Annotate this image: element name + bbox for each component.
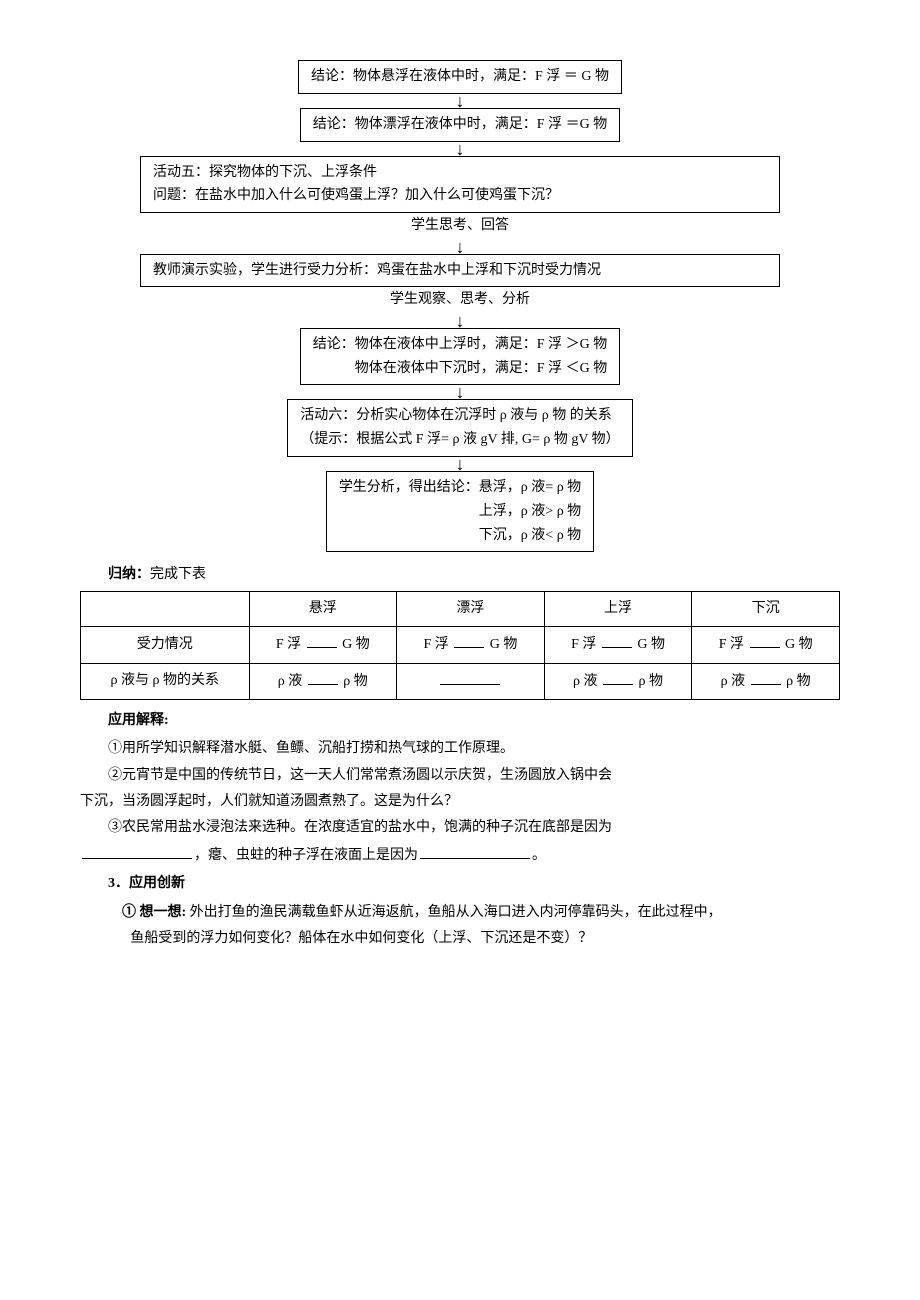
summary-text: 完成下表 <box>150 567 206 582</box>
flow-box-7: 学生分析，得出结论：悬浮，ρ 液= ρ 物 上浮，ρ 液> ρ 物 下沉，ρ 液… <box>326 471 594 552</box>
flow-box-7-line1: 学生分析，得出结论：悬浮，ρ 液= ρ 物 <box>339 476 581 500</box>
table-cell: ρ 液 ρ 物 <box>692 663 840 699</box>
table-cell: 受力情况 <box>81 627 250 663</box>
blank-field[interactable] <box>603 670 633 685</box>
flow-box-4: 教师演示实验，学生进行受力分析：鸡蛋在盐水中上浮和下沉时受力情况 <box>140 254 780 288</box>
table-header: 悬浮 <box>249 591 397 626</box>
table-row: 受力情况 F 浮 G 物 F 浮 G 物 F 浮 G 物 F 浮 G 物 <box>81 627 840 663</box>
apply-item-2a: ②元宵节是中国的传统节日，这一天人们常常煮汤圆以示庆贺，生汤圆放入锅中会 <box>80 765 840 787</box>
flow-note-1: 学生思考、回答 <box>399 213 521 239</box>
flow-box-7-line2: 上浮，ρ 液> ρ 物 <box>339 500 581 524</box>
apply-item-1: ①用所学知识解释潜水艇、鱼鳔、沉船打捞和热气球的工作原理。 <box>80 738 840 760</box>
flowchart: 结论：物体悬浮在液体中时，满足：F 浮 ＝ G 物 ↓ 结论：物体漂浮在液体中时… <box>80 60 840 552</box>
flow-box-1: 结论：物体悬浮在液体中时，满足：F 浮 ＝ G 物 <box>298 60 622 94</box>
table-cell: ρ 液与 ρ 物的关系 <box>81 663 250 699</box>
blank-field[interactable] <box>602 633 632 648</box>
table-cell: F 浮 G 物 <box>397 627 545 663</box>
blank-field[interactable] <box>307 633 337 648</box>
summary-heading: 归纳：完成下表 <box>80 564 840 586</box>
blank-field[interactable] <box>751 670 781 685</box>
table-header: 漂浮 <box>397 591 545 626</box>
table-row: ρ 液与 ρ 物的关系 ρ 液 ρ 物 ρ 液 ρ 物 ρ 液 ρ 物 <box>81 663 840 699</box>
apply-item-3a: ③农民常用盐水浸泡法来选种。在浓度适宜的盐水中，饱满的种子沉在底部是因为 <box>80 817 840 839</box>
section-3-title: 3．应用创新 <box>80 873 840 895</box>
blank-field[interactable] <box>454 633 484 648</box>
table-header: 下沉 <box>692 591 840 626</box>
table-row: 悬浮 漂浮 上浮 下沉 <box>81 591 840 626</box>
flow-box-2: 结论：物体漂浮在液体中时，满足：F 浮 ＝G 物 <box>300 108 620 142</box>
summary-label: 归纳： <box>108 567 150 582</box>
blank-field[interactable] <box>308 670 338 685</box>
flow-box-3-line2: 问题：在盐水中加入什么可使鸡蛋上浮？加入什么可使鸡蛋下沉？ <box>153 184 767 208</box>
blank-field[interactable] <box>440 670 500 685</box>
flow-box-6-line2: （提示：根据公式 F 浮= ρ 液 gV 排, G= ρ 物 gV 物） <box>300 428 619 452</box>
table-cell: ρ 液 ρ 物 <box>544 663 692 699</box>
table-cell: F 浮 G 物 <box>249 627 397 663</box>
flow-box-3-line1: 活动五：探究物体的下沉、上浮条件 <box>153 161 767 185</box>
table-cell: F 浮 G 物 <box>544 627 692 663</box>
think-line-1: 外出打鱼的渔民满载鱼虾从近海返航，鱼船从入海口进入内河停靠码头，在此过程中， <box>190 905 722 920</box>
flow-box-3: 活动五：探究物体的下沉、上浮条件 问题：在盐水中加入什么可使鸡蛋上浮？加入什么可… <box>140 156 780 214</box>
apply-title: 应用解释: <box>80 710 840 732</box>
flow-box-6: 活动六：分析实心物体在沉浮时 ρ 液与 ρ 物 的关系 （提示：根据公式 F 浮… <box>287 399 632 457</box>
think-label: ① 想一想: <box>122 905 186 920</box>
blank-field[interactable] <box>420 844 530 859</box>
blank-field[interactable] <box>82 844 192 859</box>
flow-box-5-line1: 结论：物体在液体中上浮时，满足：F 浮 ＞G 物 <box>313 333 607 357</box>
flow-box-7-line3: 下沉，ρ 液< ρ 物 <box>339 524 581 548</box>
blank-field[interactable] <box>750 633 780 648</box>
flow-box-5: 结论：物体在液体中上浮时，满足：F 浮 ＞G 物 物体在液体中下沉时，满足：F … <box>300 328 620 386</box>
table-cell: ρ 液 ρ 物 <box>249 663 397 699</box>
summary-table: 悬浮 漂浮 上浮 下沉 受力情况 F 浮 G 物 F 浮 G 物 F 浮 G 物… <box>80 591 840 700</box>
table-cell <box>397 663 545 699</box>
flow-box-6-line1: 活动六：分析实心物体在沉浮时 ρ 液与 ρ 物 的关系 <box>300 404 619 428</box>
think-block: ① 想一想: 外出打鱼的渔民满载鱼虾从近海返航，鱼船从入海口进入内河停靠码头，在… <box>153 902 840 924</box>
table-cell: F 浮 G 物 <box>692 627 840 663</box>
flow-box-5-line2: 物体在液体中下沉时，满足：F 浮 ＜G 物 <box>313 357 607 381</box>
apply-item-3b: ，瘪、虫蛀的种子浮在液面上是因为。 <box>80 844 840 867</box>
flow-note-2: 学生观察、思考、分析 <box>378 287 542 313</box>
think-line-2: 鱼船受到的浮力如何变化？船体在水中如何变化（上浮、下沉还是不变）？ <box>130 928 840 950</box>
table-header <box>81 591 250 626</box>
apply-item-2b: 下沉，当汤圆浮起时，人们就知道汤圆煮熟了。这是为什么？ <box>80 791 840 813</box>
table-header: 上浮 <box>544 591 692 626</box>
